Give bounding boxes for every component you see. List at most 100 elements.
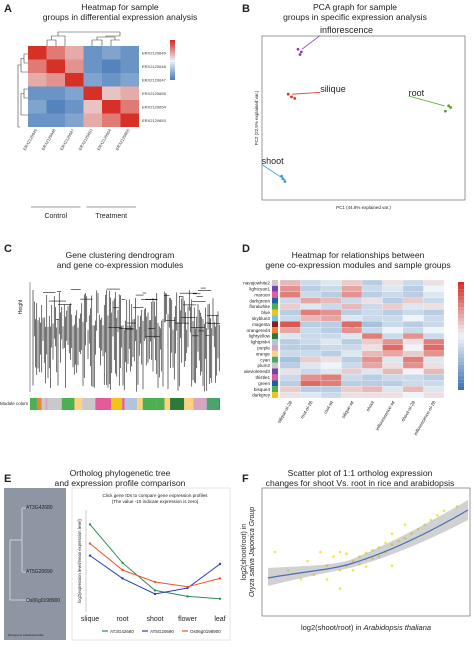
heatmap-cell — [382, 321, 404, 328]
tree — [9, 507, 30, 601]
scatter-point — [332, 555, 335, 558]
heatmap-cell — [279, 350, 301, 357]
module-swatch — [272, 356, 278, 363]
heatmap-cell — [300, 297, 322, 304]
module-swatch — [272, 291, 278, 298]
color-scale — [170, 62, 175, 64]
x-axis-label: PC1 (44.8% explained var.) — [336, 205, 391, 210]
heatmap-cell — [300, 291, 322, 298]
module-color — [156, 398, 165, 410]
heatmap-cell — [120, 46, 139, 60]
row-label: darkgreen — [249, 298, 270, 303]
heatmap-cell — [423, 368, 445, 375]
heatmap-cell — [402, 362, 424, 369]
scatter-point — [377, 546, 381, 549]
scatter-point — [384, 541, 387, 545]
heatmap-cell — [402, 374, 424, 381]
heatmap-cell — [402, 392, 424, 399]
heatmap-cell — [320, 362, 342, 369]
module-swatch — [272, 315, 278, 322]
panel-title: and expression profile comparison — [55, 478, 186, 488]
row-label: floralwhite — [249, 304, 270, 309]
heatmap-cell — [361, 309, 383, 316]
heatmap-cell — [361, 315, 383, 322]
heatmap-cell — [320, 350, 342, 357]
color-scale — [170, 50, 175, 52]
heatmap-cell — [279, 333, 301, 340]
heatmap-cell — [120, 100, 139, 114]
heatmap-cell — [341, 338, 363, 346]
color-scale — [170, 64, 175, 66]
column-label: inflorescence-ol-28 — [413, 400, 437, 436]
color-scale — [458, 292, 464, 297]
heatmap-cell — [382, 380, 404, 387]
color-scale — [170, 42, 175, 44]
row-label: plum2 — [257, 363, 270, 368]
heatmap-cell — [46, 86, 65, 100]
color-scale — [458, 386, 464, 390]
panel-letter: C — [4, 243, 12, 255]
heatmap-cell — [46, 59, 65, 73]
row-label: maroon — [254, 292, 270, 297]
heatmap-cell — [361, 386, 383, 393]
heatmap-cell — [423, 291, 445, 298]
module-color — [41, 398, 46, 410]
heatmap-cell — [279, 309, 301, 316]
pca-point — [298, 53, 302, 56]
column-label: shoot — [365, 399, 375, 412]
heatmap-cell — [361, 344, 383, 351]
scatter-point — [397, 539, 400, 543]
pca-point — [296, 47, 300, 51]
scatter-point — [371, 557, 374, 560]
heatmap-cell — [361, 321, 383, 328]
heatmap-cell — [341, 297, 363, 304]
heatmap-cell — [320, 309, 342, 316]
group-label: shoot — [262, 156, 285, 166]
module-swatch — [272, 309, 278, 316]
heatmap-cell — [382, 344, 404, 351]
color-scale — [458, 321, 464, 326]
heatmap-cell — [341, 303, 363, 310]
arrow — [292, 91, 321, 95]
scatter-point — [436, 514, 439, 517]
color-scale — [170, 56, 175, 58]
heatmap-cell — [402, 327, 424, 334]
color-scale — [458, 364, 464, 369]
color-scale — [458, 379, 464, 383]
tree-label[interactable]: AT3G42680 — [26, 505, 53, 511]
scatter-point — [377, 555, 381, 558]
heatmap-cell — [402, 356, 424, 363]
heatmap-cell — [361, 368, 383, 375]
module-color — [111, 398, 123, 410]
heatmap-cell — [279, 374, 301, 381]
scatter-point — [455, 504, 459, 508]
y-axis-label: Height — [18, 299, 24, 314]
scatter-point — [325, 578, 329, 581]
tree-label[interactable]: AT5G20690 — [26, 569, 53, 575]
group-label: inflorescence — [320, 25, 373, 35]
module-color — [219, 398, 220, 410]
heatmap-cell — [279, 285, 301, 292]
scatter-point — [345, 552, 348, 556]
heatmap-cell — [28, 59, 47, 73]
arrow — [408, 95, 445, 107]
module-swatch — [272, 327, 278, 334]
module-swatch — [272, 350, 278, 357]
color-scale — [458, 314, 464, 318]
module-color — [45, 398, 48, 410]
heatmap-cell — [341, 362, 363, 369]
heatmap-cell — [28, 86, 47, 100]
module-swatch — [272, 303, 278, 310]
heatmap-cell — [402, 350, 424, 357]
heatmap-cell — [320, 279, 342, 287]
heatmap-cell — [320, 386, 342, 393]
pca-point — [299, 50, 303, 54]
heatmap-cell — [320, 392, 342, 399]
tree-label[interactable]: Os06g0198900 — [26, 598, 60, 604]
row-label: orangered4 — [247, 328, 271, 333]
color-scale — [170, 68, 175, 70]
scale-label: Divergence substitutions/site — [8, 633, 44, 637]
color-scale — [170, 72, 175, 74]
module-swatch — [272, 344, 278, 351]
heatmap-cell — [102, 73, 121, 87]
